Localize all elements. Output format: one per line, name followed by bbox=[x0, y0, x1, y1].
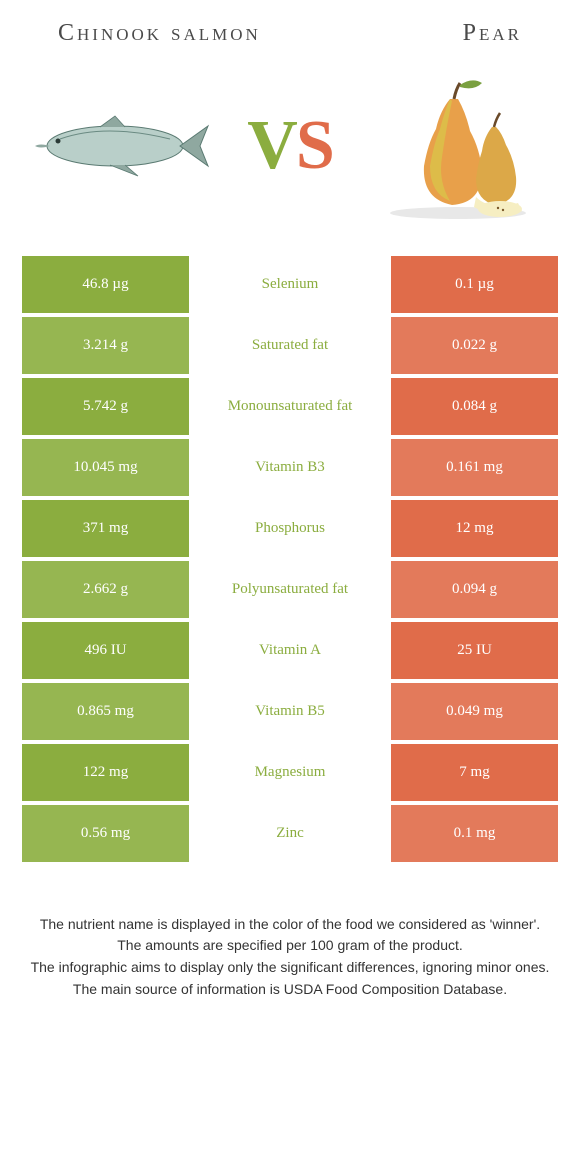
nutrient-label-cell: Magnesium bbox=[189, 744, 391, 801]
note-line-4: The main source of information is USDA F… bbox=[28, 979, 552, 1001]
right-food-title: Pear bbox=[290, 20, 550, 48]
right-value-cell: 25 IU bbox=[391, 622, 558, 679]
nutrient-label-cell: Vitamin B5 bbox=[189, 683, 391, 740]
nutrient-label-cell: Monounsaturated fat bbox=[189, 378, 391, 435]
left-value-cell: 0.865 mg bbox=[22, 683, 189, 740]
left-value-cell: 496 IU bbox=[22, 622, 189, 679]
nutrient-row: 3.214 gSaturated fat0.022 g bbox=[22, 317, 558, 374]
vs-s-letter: S bbox=[296, 107, 333, 184]
left-value-cell: 46.8 µg bbox=[22, 256, 189, 313]
right-value-cell: 12 mg bbox=[391, 500, 558, 557]
nutrient-label-cell: Phosphorus bbox=[189, 500, 391, 557]
right-value-cell: 0.1 µg bbox=[391, 256, 558, 313]
note-line-1: The nutrient name is displayed in the co… bbox=[28, 914, 552, 936]
nutrient-label-cell: Vitamin A bbox=[189, 622, 391, 679]
nutrient-label-cell: Vitamin B3 bbox=[189, 439, 391, 496]
salmon-image bbox=[30, 76, 210, 216]
header-titles: Chinook salmon Pear bbox=[0, 0, 580, 58]
nutrient-row: 46.8 µgSelenium0.1 µg bbox=[22, 256, 558, 313]
right-value-cell: 0.084 g bbox=[391, 378, 558, 435]
nutrient-row: 5.742 gMonounsaturated fat0.084 g bbox=[22, 378, 558, 435]
nutrient-label-cell: Zinc bbox=[189, 805, 391, 862]
vs-v-letter: V bbox=[247, 107, 296, 184]
right-value-cell: 0.049 mg bbox=[391, 683, 558, 740]
nutrient-table: 46.8 µgSelenium0.1 µg3.214 gSaturated fa… bbox=[0, 256, 580, 862]
pear-image bbox=[370, 76, 550, 216]
right-value-cell: 0.094 g bbox=[391, 561, 558, 618]
nutrient-label-cell: Saturated fat bbox=[189, 317, 391, 374]
right-value-cell: 7 mg bbox=[391, 744, 558, 801]
right-value-cell: 0.161 mg bbox=[391, 439, 558, 496]
nutrient-row: 496 IUVitamin A25 IU bbox=[22, 622, 558, 679]
left-value-cell: 3.214 g bbox=[22, 317, 189, 374]
nutrient-row: 371 mgPhosphorus12 mg bbox=[22, 500, 558, 557]
nutrient-row: 10.045 mgVitamin B30.161 mg bbox=[22, 439, 558, 496]
left-value-cell: 2.662 g bbox=[22, 561, 189, 618]
vs-label: VS bbox=[247, 106, 333, 186]
nutrient-row: 0.56 mgZinc0.1 mg bbox=[22, 805, 558, 862]
left-value-cell: 371 mg bbox=[22, 500, 189, 557]
footer-notes: The nutrient name is displayed in the co… bbox=[0, 866, 580, 1001]
left-value-cell: 10.045 mg bbox=[22, 439, 189, 496]
note-line-2: The amounts are specified per 100 gram o… bbox=[28, 935, 552, 957]
right-value-cell: 0.1 mg bbox=[391, 805, 558, 862]
note-line-3: The infographic aims to display only the… bbox=[28, 957, 552, 979]
comparison-images-row: VS bbox=[0, 58, 580, 256]
left-value-cell: 0.56 mg bbox=[22, 805, 189, 862]
left-value-cell: 5.742 g bbox=[22, 378, 189, 435]
nutrient-row: 0.865 mgVitamin B50.049 mg bbox=[22, 683, 558, 740]
nutrient-label-cell: Polyunsaturated fat bbox=[189, 561, 391, 618]
nutrient-label-cell: Selenium bbox=[189, 256, 391, 313]
right-value-cell: 0.022 g bbox=[391, 317, 558, 374]
left-food-title: Chinook salmon bbox=[30, 20, 290, 48]
nutrient-row: 2.662 gPolyunsaturated fat0.094 g bbox=[22, 561, 558, 618]
nutrient-row: 122 mgMagnesium7 mg bbox=[22, 744, 558, 801]
left-value-cell: 122 mg bbox=[22, 744, 189, 801]
